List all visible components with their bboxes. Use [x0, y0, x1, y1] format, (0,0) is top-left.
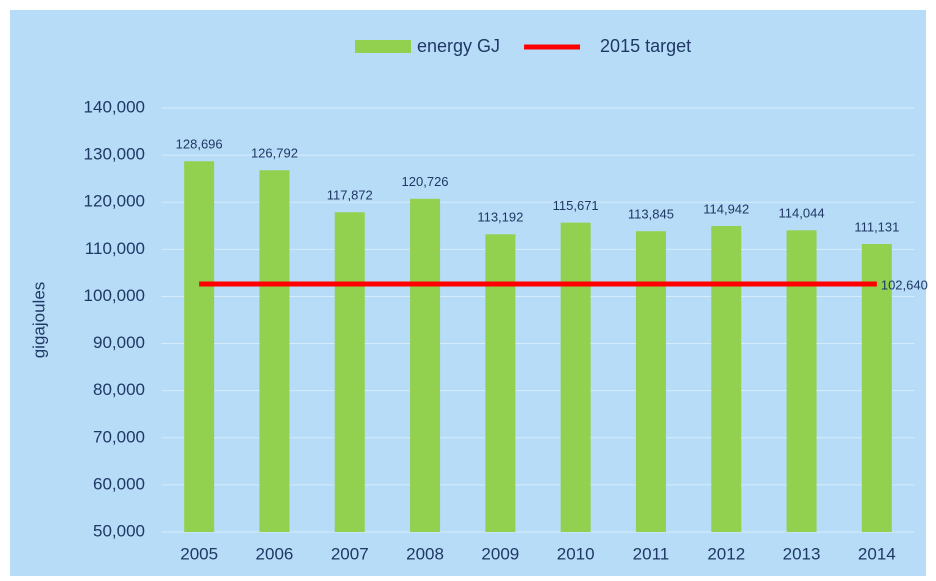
bar: [334, 212, 365, 532]
chart-background: [10, 10, 926, 576]
bar: [635, 231, 666, 532]
x-tick-label: 2007: [331, 544, 369, 563]
data-label: 111,131: [854, 219, 899, 234]
y-tick-label: 140,000: [84, 97, 145, 116]
y-tick-label: 50,000: [93, 521, 145, 540]
bar: [560, 222, 591, 532]
y-tick-label: 70,000: [93, 427, 145, 446]
data-label: 113,845: [628, 207, 674, 222]
y-tick-label: 110,000: [85, 239, 145, 258]
data-label: 128,696: [176, 137, 223, 152]
data-label: 126,792: [251, 146, 298, 161]
legend-swatch: [355, 40, 411, 53]
bar: [410, 198, 441, 533]
data-label: 102,640: [881, 277, 928, 292]
x-tick-label: 2006: [256, 544, 294, 563]
y-tick-label: 60,000: [93, 474, 145, 493]
data-label: 114,942: [703, 201, 749, 216]
y-tick-label: 130,000: [84, 145, 145, 164]
y-tick-label: 120,000: [84, 192, 145, 211]
legend-label: energy GJ: [417, 36, 500, 56]
x-tick-label: 2014: [858, 544, 896, 563]
bar: [184, 161, 215, 532]
bar: [786, 230, 817, 532]
x-tick-label: 2013: [783, 544, 821, 563]
data-label: 114,044: [779, 206, 825, 221]
y-tick-label: 100,000: [84, 286, 145, 305]
data-label: 115,671: [553, 198, 599, 213]
data-label: 113,192: [477, 210, 523, 225]
y-tick-label: 90,000: [93, 333, 145, 352]
x-tick-label: 2009: [481, 544, 519, 563]
legend-label: 2015 target: [600, 36, 691, 56]
bar: [861, 244, 892, 532]
y-axis-label: gigajoules: [29, 282, 48, 359]
bar: [485, 234, 516, 532]
x-tick-label: 2005: [180, 544, 218, 563]
bar: [259, 170, 290, 532]
y-tick-label: 80,000: [93, 380, 145, 399]
x-tick-label: 2010: [557, 544, 595, 563]
x-tick-label: 2012: [707, 544, 745, 563]
x-tick-label: 2008: [406, 544, 444, 563]
x-tick-label: 2011: [633, 544, 670, 563]
data-label: 120,726: [402, 174, 449, 189]
data-label: 117,872: [327, 188, 373, 203]
bar: [711, 226, 742, 532]
